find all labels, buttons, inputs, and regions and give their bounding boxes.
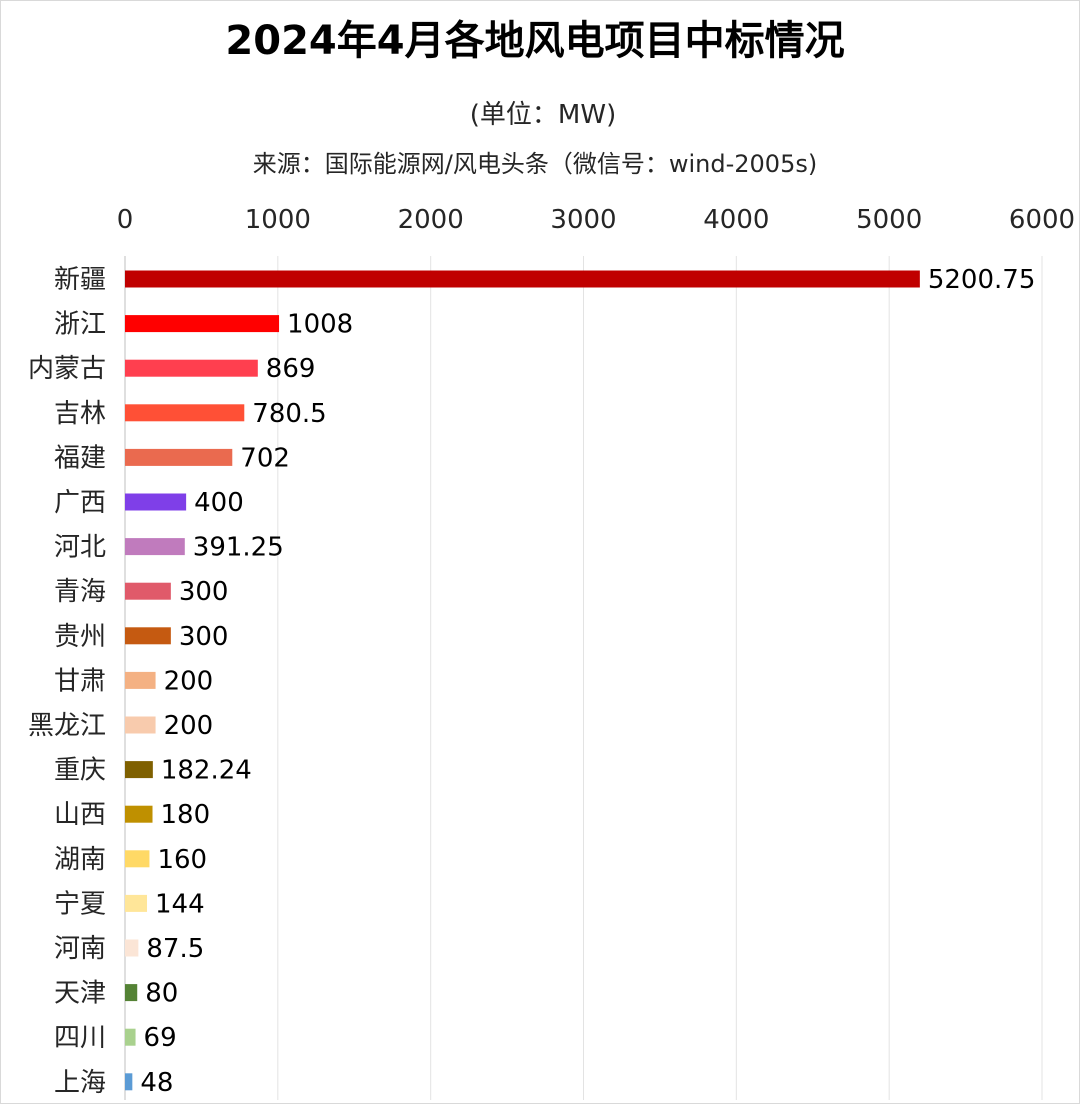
bar	[125, 984, 138, 1002]
bar	[125, 894, 148, 912]
bar	[125, 716, 156, 734]
x-tick-label: 3000	[550, 205, 616, 235]
bar	[125, 1073, 133, 1091]
category-label: 四川	[54, 1023, 106, 1053]
data-label: 48	[140, 1068, 173, 1098]
category-label: 河南	[54, 934, 106, 964]
data-label: 200	[164, 711, 214, 741]
chart-title: 2024年4月各地风电项目中标情况	[225, 18, 845, 64]
data-label: 869	[266, 354, 316, 384]
bar	[125, 315, 280, 333]
bar	[125, 270, 920, 288]
data-label: 87.5	[146, 934, 204, 964]
bar	[125, 850, 150, 868]
bar	[125, 359, 258, 377]
category-label: 河北	[54, 533, 106, 563]
data-label: 180	[161, 800, 211, 830]
category-label: 天津	[54, 979, 106, 1009]
data-label: 69	[144, 1023, 177, 1053]
category-label: 福建	[54, 443, 106, 473]
bars	[125, 270, 920, 1091]
category-label: 湖南	[54, 845, 106, 875]
data-label: 80	[145, 979, 178, 1009]
bar	[125, 671, 156, 689]
data-labels: 5200.75 1008 869 780.5 702 400 391.25 300 300 200…	[140, 265, 1035, 1098]
data-label: 300	[179, 622, 229, 652]
x-tick-label: 0	[117, 205, 134, 235]
data-label: 144	[155, 889, 205, 919]
data-label: 391.25	[193, 533, 284, 563]
chart-unit: (单位：MW)	[469, 100, 617, 130]
data-label: 1008	[287, 310, 353, 340]
data-label: 300	[179, 577, 229, 607]
category-label: 上海	[54, 1068, 106, 1098]
bar	[125, 538, 185, 556]
x-tick-label: 5000	[856, 205, 922, 235]
data-label: 400	[194, 488, 244, 518]
bar	[125, 805, 153, 823]
chart-source: 来源：国际能源网/风电头条（微信号：wind-2005s)	[252, 150, 818, 178]
category-label: 重庆	[54, 756, 106, 786]
category-label: 贵州	[54, 622, 106, 652]
category-label: 新疆	[54, 265, 106, 295]
category-label: 青海	[54, 577, 106, 607]
x-tick-label: 1000	[245, 205, 311, 235]
bar	[125, 448, 233, 466]
category-label: 黑龙江	[28, 711, 106, 741]
category-label: 山西	[54, 800, 106, 830]
category-label: 内蒙古	[28, 354, 106, 384]
data-label: 182.24	[161, 756, 252, 786]
x-tick-label: 4000	[703, 205, 769, 235]
x-tick-label: 6000	[1009, 205, 1075, 235]
grid-lines	[124, 256, 1043, 1100]
data-label: 200	[164, 666, 214, 696]
category-label: 吉林	[54, 399, 106, 429]
x-axis-ticks: 0 1000 2000 3000 4000 5000 6000	[117, 205, 1075, 235]
category-label: 宁夏	[54, 889, 106, 919]
bar	[125, 1028, 136, 1046]
bar	[125, 761, 153, 779]
category-label: 广西	[54, 488, 106, 518]
x-tick-label: 2000	[398, 205, 464, 235]
data-label: 702	[240, 443, 290, 473]
data-label: 160	[157, 845, 207, 875]
bar	[125, 627, 171, 645]
data-label: 5200.75	[928, 265, 1036, 295]
bar	[125, 493, 187, 511]
bar	[125, 404, 245, 422]
data-label: 780.5	[252, 399, 326, 429]
bar	[125, 582, 171, 600]
category-label: 浙江	[54, 310, 106, 340]
category-label: 甘肃	[54, 666, 106, 696]
bar	[125, 939, 139, 957]
